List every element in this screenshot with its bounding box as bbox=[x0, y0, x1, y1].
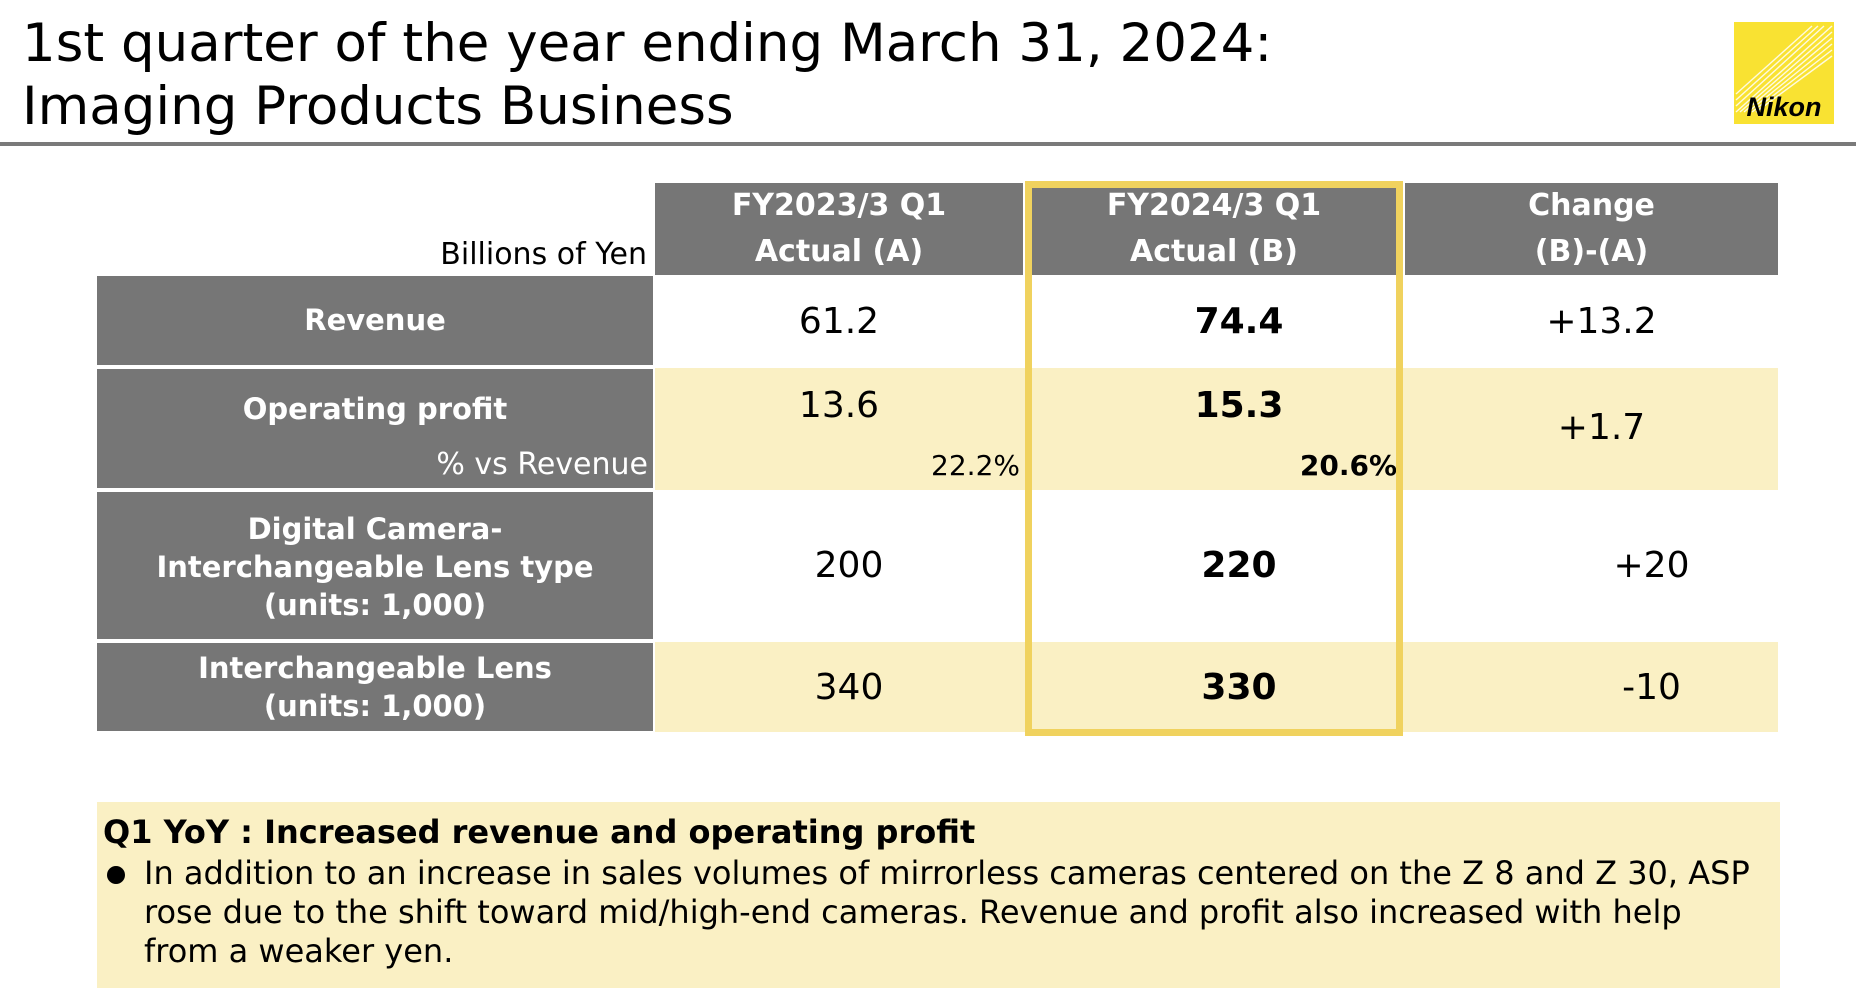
column-header-a: FY2023/3 Q1 Actual (A) bbox=[655, 183, 1023, 275]
interchangeable-lens-change-value: -10 bbox=[1622, 667, 1681, 708]
interchangeable-lens-a-value: 340 bbox=[814, 667, 884, 708]
nikon-logo: Nikon bbox=[1734, 22, 1834, 124]
row-band-interchangeable-lens bbox=[655, 642, 1778, 732]
summary-bullet-text: In addition to an increase in sales volu… bbox=[144, 854, 1750, 970]
digital-camera-label-line2: Interchangeable Lens type bbox=[156, 550, 594, 584]
column-header-change: Change (B)-(A) bbox=[1405, 183, 1778, 275]
operating-profit-change-value: +1.7 bbox=[1557, 407, 1646, 448]
summary-heading: Q1 YoY : Increased revenue and operating… bbox=[103, 813, 976, 851]
page-title-line2: Imaging Products Business bbox=[22, 76, 734, 137]
column-header-a-line1: FY2023/3 Q1 bbox=[731, 188, 947, 223]
column-header-change-line2: (B)-(A) bbox=[1534, 234, 1649, 269]
digital-camera-a-value: 200 bbox=[814, 545, 884, 586]
logo-wordmark: Nikon bbox=[1746, 92, 1821, 122]
column-header-b: FY2024/3 Q1 Actual (B) bbox=[1025, 183, 1403, 275]
bullet-icon bbox=[107, 866, 125, 884]
revenue-b-value: 74.4 bbox=[1194, 301, 1284, 342]
revenue-a-value: 61.2 bbox=[798, 301, 880, 342]
row-label-digital-camera: Digital Camera- Interchangeable Lens typ… bbox=[97, 492, 653, 639]
current-year-highlight bbox=[1025, 181, 1403, 736]
row-label-revenue: Revenue bbox=[97, 276, 653, 365]
title-divider bbox=[0, 142, 1856, 146]
column-header-b-line1: FY2024/3 Q1 bbox=[1106, 188, 1322, 223]
interchangeable-lens-label-line2: (units: 1,000) bbox=[263, 689, 487, 723]
digital-camera-change-value: +20 bbox=[1613, 545, 1690, 586]
page-title: 1st quarter of the year ending March 31,… bbox=[22, 12, 1272, 138]
row-label-operating-profit: Operating profit % vs Revenue bbox=[97, 369, 653, 488]
operating-profit-a-value: 13.6 bbox=[798, 385, 880, 426]
vs-revenue-label: % vs Revenue bbox=[436, 447, 648, 482]
interchangeable-lens-label-line1: Interchangeable Lens bbox=[198, 651, 552, 685]
summary-box: Q1 YoY : Increased revenue and operating… bbox=[97, 802, 1780, 988]
operating-profit-label: Operating profit bbox=[242, 392, 508, 426]
revenue-change-value: +13.2 bbox=[1546, 301, 1657, 342]
operating-margin-a: 22.2% bbox=[931, 449, 1020, 482]
row-label-interchangeable-lens: Interchangeable Lens (units: 1,000) bbox=[97, 643, 653, 731]
digital-camera-label-line3: (units: 1,000) bbox=[263, 588, 487, 622]
column-header-change-line1: Change bbox=[1528, 188, 1655, 223]
row-band-operating-profit bbox=[655, 368, 1778, 490]
units-label: Billions of Yen bbox=[440, 237, 647, 272]
operating-margin-b: 20.6% bbox=[1299, 449, 1397, 482]
operating-profit-b-value: 15.3 bbox=[1194, 385, 1284, 426]
interchangeable-lens-b-value: 330 bbox=[1201, 667, 1277, 708]
page-title-line1: 1st quarter of the year ending March 31,… bbox=[22, 13, 1273, 74]
digital-camera-label-line1: Digital Camera- bbox=[247, 512, 503, 546]
column-header-a-line2: Actual (A) bbox=[754, 234, 924, 269]
column-header-b-line2: Actual (B) bbox=[1130, 234, 1298, 269]
digital-camera-b-value: 220 bbox=[1201, 545, 1277, 586]
